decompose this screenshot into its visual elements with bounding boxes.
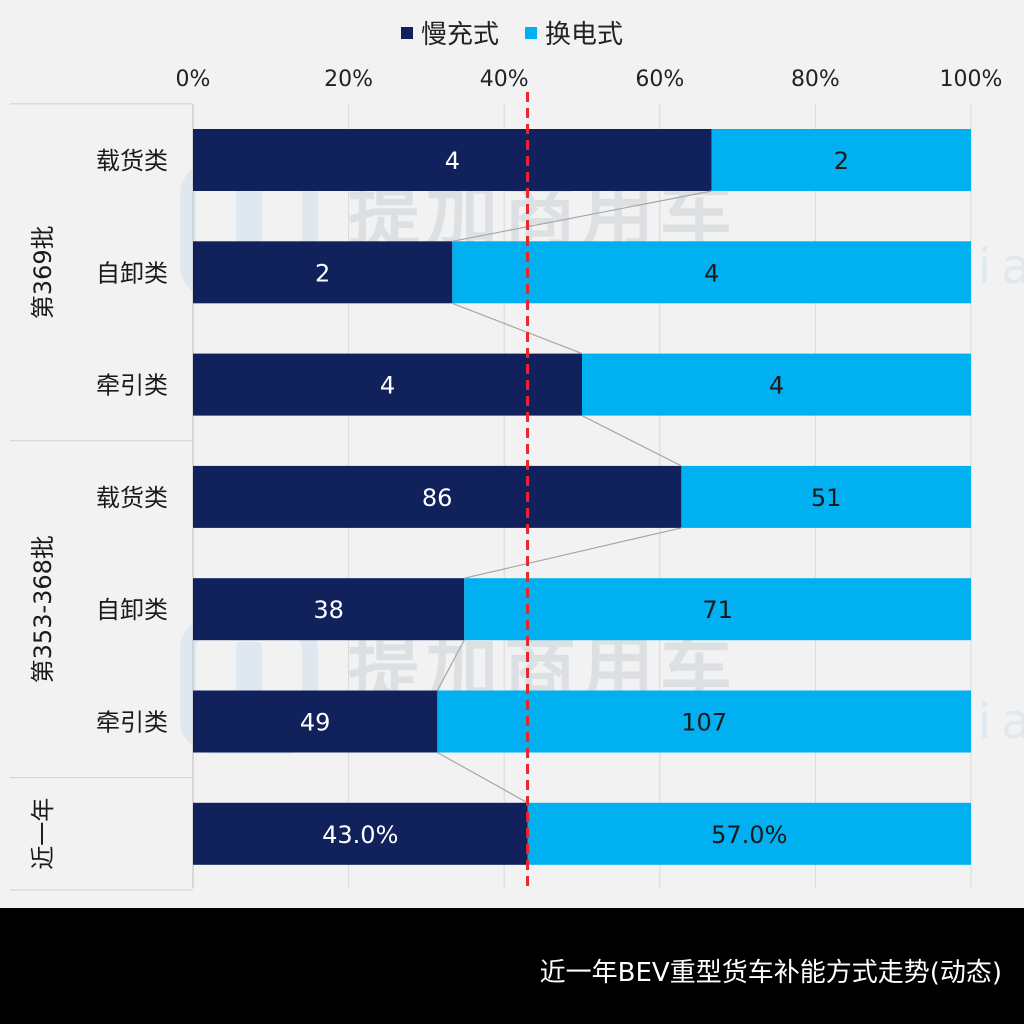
data-label-slow: 2 <box>315 259 330 287</box>
data-label-slow: 4 <box>445 147 460 175</box>
category-label: 载货类 <box>96 147 168 175</box>
legend: 慢充式 换电式 <box>0 14 1024 51</box>
chart: 提加商用车 TruckHub Commercial 提加商用车 TruckHub… <box>0 14 1024 891</box>
data-label-slow: 43.0% <box>322 821 398 849</box>
bar-segment-swap <box>681 465 971 528</box>
group-label: 第369批 <box>29 225 57 319</box>
legend-swatch-swap <box>525 26 537 39</box>
category-label: 自卸类 <box>96 259 168 287</box>
data-label-swap: 4 <box>704 259 719 287</box>
bar-segment-slow <box>193 353 582 416</box>
data-label-slow: 4 <box>380 372 395 400</box>
data-label-swap: 4 <box>769 372 784 400</box>
series-connector-line <box>464 527 682 579</box>
category-label: 自卸类 <box>96 596 168 624</box>
group-label: 近一年 <box>29 798 57 870</box>
data-label-slow: 38 <box>313 596 344 624</box>
bar-segment-slow <box>193 690 438 753</box>
chart-plot: 0% 20% 40% 60% 80% 100% 4 2 载货类 2 4 自卸类 4 4 牵引类 86 51 载货类… <box>10 67 1003 891</box>
bar-segment-swap <box>452 241 971 304</box>
series-connector-line <box>437 751 528 804</box>
bar-segment-slow <box>193 578 465 641</box>
data-label-slow: 86 <box>422 484 453 512</box>
series-connector-line <box>581 415 682 467</box>
series-connector-line <box>452 190 712 242</box>
legend-label-slow: 慢充式 <box>420 20 499 50</box>
x-tick-label: 80% <box>791 67 840 92</box>
data-label-slow: 49 <box>300 709 331 737</box>
x-tick-label: 20% <box>324 67 373 92</box>
series-connector-line <box>452 302 583 355</box>
bar-segment-slow <box>193 241 453 304</box>
caption-text: 近一年BEV重型货车补能方式走势(动态) <box>539 958 1002 988</box>
x-tick-label: 60% <box>635 67 684 92</box>
bar-segment-swap <box>464 578 971 641</box>
data-label-swap: 2 <box>834 147 849 175</box>
x-tick-label: 100% <box>940 67 1003 92</box>
category-label: 载货类 <box>96 484 168 512</box>
legend-label-swap: 换电式 <box>545 20 624 50</box>
legend-item-swap: 换电式 <box>525 14 623 51</box>
x-tick-label: 40% <box>480 67 529 92</box>
bar-segment-swap <box>711 129 971 191</box>
data-label-swap: 57.0% <box>711 821 787 849</box>
legend-item-slow: 慢充式 <box>400 14 499 51</box>
caption-bar: 近一年BEV重型货车补能方式走势(动态) <box>0 908 1024 1024</box>
series-connector-line <box>436 639 465 691</box>
data-label-swap: 71 <box>702 596 733 624</box>
bar-segment-slow <box>193 465 682 528</box>
legend-swatch-slow <box>400 26 413 39</box>
category-label: 牵引类 <box>96 709 168 737</box>
category-label: 牵引类 <box>96 372 168 400</box>
bar-segment-swap <box>527 802 971 865</box>
bar-segment-slow <box>193 129 712 191</box>
x-tick-label: 0% <box>176 67 211 92</box>
data-label-swap: 107 <box>681 709 727 737</box>
bar-segment-swap <box>582 353 971 416</box>
group-label: 第353-368批 <box>29 535 57 683</box>
data-label-swap: 51 <box>811 484 842 512</box>
bar-segment-slow <box>193 802 528 865</box>
